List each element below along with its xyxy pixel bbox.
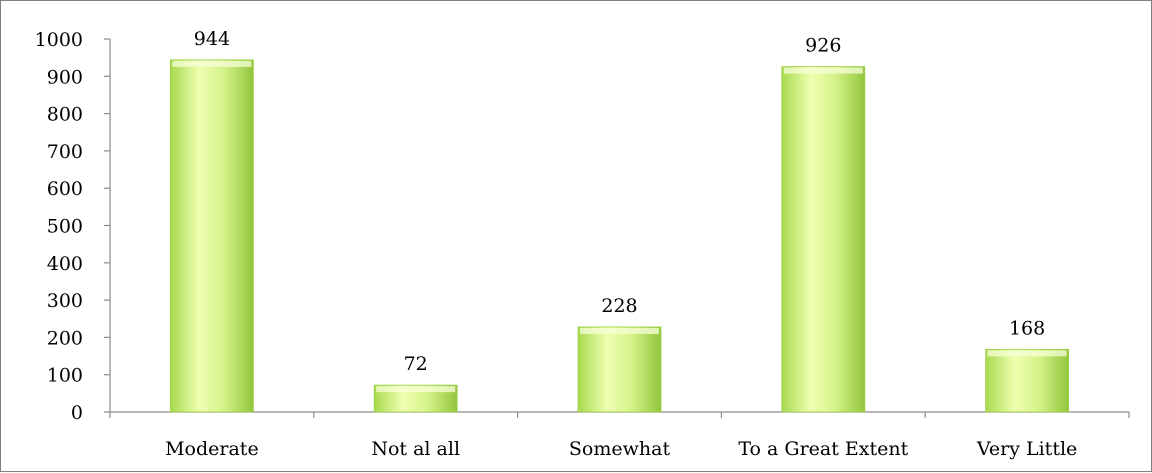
y-tick-label: 800 xyxy=(47,104,83,126)
y-tick-label: 200 xyxy=(47,327,83,349)
y-tick-label: 100 xyxy=(47,365,83,387)
bar-moderate xyxy=(169,59,254,413)
y-tick-label: 900 xyxy=(47,66,83,88)
x-category-label: Moderate xyxy=(165,438,259,460)
bars xyxy=(169,59,1069,413)
data-label: 72 xyxy=(404,353,428,375)
data-labels: 944 72 228 926 168 xyxy=(194,28,1045,375)
x-axis: Moderate Not al all Somewhat To a Great Ext… xyxy=(109,411,1130,460)
x-category-label: To a Great Extent xyxy=(738,438,908,460)
bar-highlight xyxy=(376,386,456,393)
bar-highlight xyxy=(783,67,863,74)
data-label: 926 xyxy=(805,35,841,57)
bar-to-a-great-extent xyxy=(781,66,866,413)
y-tick-label: 600 xyxy=(47,178,83,200)
y-tick-label: 500 xyxy=(47,216,83,238)
y-tick-label: 700 xyxy=(47,141,83,163)
y-tick-label: 300 xyxy=(47,290,83,312)
bar-somewhat xyxy=(577,326,662,413)
bar-highlight xyxy=(172,60,252,67)
x-category-label: Somewhat xyxy=(569,438,671,460)
bar-very-little xyxy=(985,348,1069,413)
y-axis: 0 100 200 300 400 500 600 700 800 900 1000 xyxy=(35,29,111,424)
y-tick-label: 400 xyxy=(47,253,83,275)
y-tick-label: 0 xyxy=(71,402,83,424)
bar-highlight xyxy=(580,327,659,334)
data-label: 944 xyxy=(194,28,230,50)
data-label: 168 xyxy=(1009,317,1045,339)
x-category-label: Not al all xyxy=(371,438,460,460)
bar-highlight xyxy=(987,350,1067,357)
x-category-label: Very Little xyxy=(976,438,1077,460)
y-tick-label: 1000 xyxy=(35,29,83,51)
data-label: 228 xyxy=(601,295,637,317)
